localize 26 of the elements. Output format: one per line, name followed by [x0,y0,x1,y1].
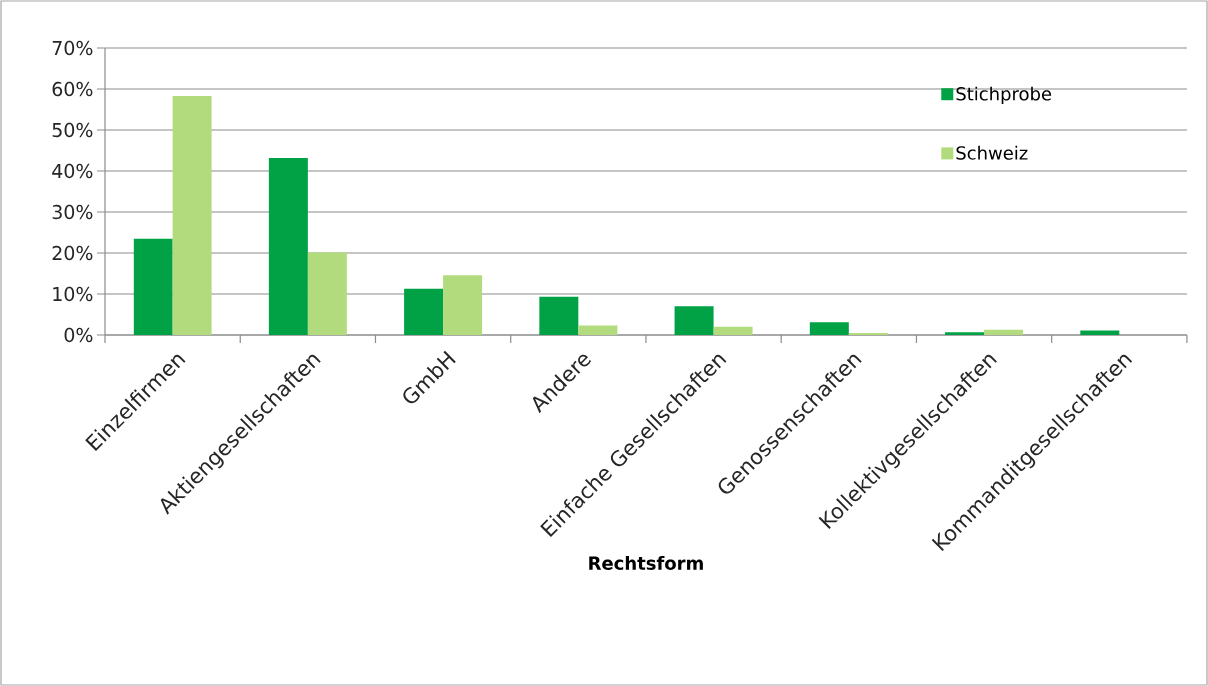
bar [945,332,985,335]
legend-label: Stichprobe [956,86,1052,105]
y-tick-label: 10% [53,286,93,302]
y-tick-label: 30% [52,204,93,220]
bar [539,296,579,335]
y-tick-label: 60% [52,81,93,97]
bar [848,332,888,335]
bar [404,288,444,335]
bar [268,157,308,335]
bar [172,95,212,335]
bar [1080,330,1120,335]
bar [307,252,347,335]
bar [984,329,1024,335]
bar [443,275,483,335]
bar [809,322,849,335]
y-tick-label: 40% [52,163,93,179]
bar [674,306,714,335]
x-axis-title: Rechtsform [589,556,703,570]
y-tick-label: 0% [64,327,93,343]
legend-label: Schweiz [956,145,1028,160]
y-tick-label: 50% [52,122,93,138]
y-tick-label: 70% [52,40,93,56]
bar [713,326,753,335]
bar [133,238,173,335]
y-tick-label: 20% [52,245,93,261]
bar [578,325,618,335]
